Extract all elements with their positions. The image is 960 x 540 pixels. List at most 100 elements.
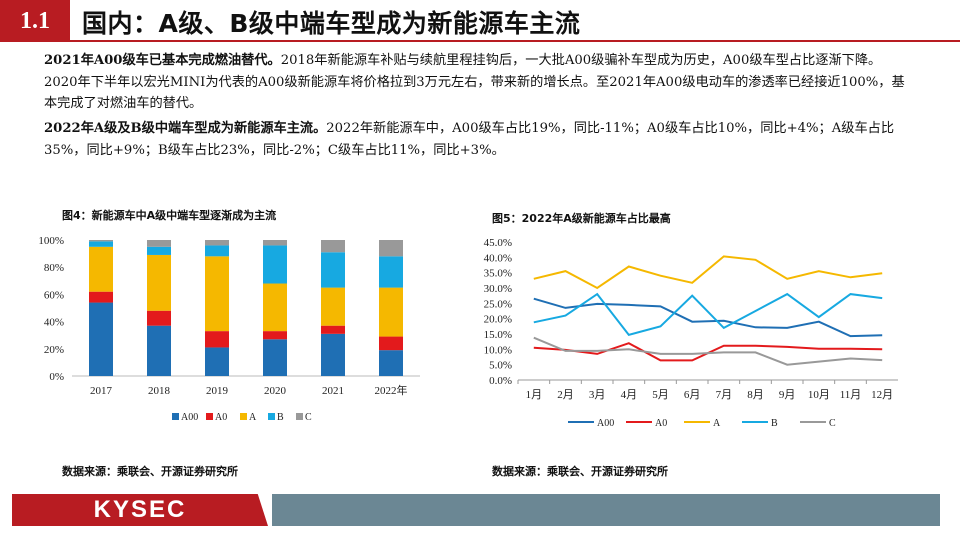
bar-a0-2021 [321, 325, 345, 334]
x-tick-label: 5月 [652, 389, 669, 401]
legend-label-a00: A00 [181, 412, 198, 423]
paragraph-a00-body: 2018年新能源车补贴与续航里程挂钩后，一大批A00级骗补车型成为历史，A00级… [44, 53, 905, 111]
bar-a00-2022年 [379, 350, 403, 376]
figure5-source: 数据来源：乘联会、开源证券研究所 [492, 465, 668, 478]
x-tick-label: 4月 [621, 389, 638, 401]
bar-b-2020 [263, 245, 287, 284]
bar-a0-2022年 [379, 336, 403, 351]
y-tick-label: 5.0% [489, 360, 512, 372]
bar-c-2017 [89, 240, 113, 242]
x-tick-label: 11月 [840, 389, 862, 401]
bar-b-2022年 [379, 256, 403, 288]
series-line-b [533, 292, 883, 337]
kysec-logo: KYSEC [12, 494, 268, 526]
y-tick-label: 20.0% [484, 314, 512, 326]
x-tick-label: 9月 [779, 389, 796, 401]
bar-a-2018 [147, 254, 171, 311]
legend-swatch-c [296, 413, 303, 420]
legend-label-c: C [829, 418, 836, 429]
page-title: 国内：A级、B级中端车型成为新能源车主流 [82, 9, 581, 38]
y-tick-label: 0% [49, 371, 64, 383]
x-tick-label: 2月 [557, 389, 574, 401]
legend-swatch-a [240, 413, 247, 420]
bar-b-2019 [205, 245, 229, 257]
legend-label-a: A [713, 418, 721, 429]
y-tick-label: 35.0% [484, 268, 512, 280]
paragraph-2022: 2022年A级及B级中端车型成为新能源车主流。2022年新能源车中，A00级车占… [44, 118, 914, 161]
bar-a00-2017 [89, 302, 113, 376]
paragraph-2022-lead: 2022年A级及B级中端车型成为新能源车主流。 [44, 121, 327, 136]
y-tick-label: 100% [38, 235, 64, 247]
x-tick-label: 12月 [871, 389, 893, 401]
bar-c-2018 [147, 240, 171, 247]
legend-label-b: B [277, 412, 284, 423]
header-divider [0, 40, 960, 42]
bar-a-2022年 [379, 287, 403, 337]
footer-bar [272, 494, 940, 526]
legend-swatch-a00 [172, 413, 179, 420]
bar-a0-2020 [263, 331, 287, 340]
bar-b-2021 [321, 252, 345, 288]
figure5-title: 图5：2022年A级新能源车占比最高 [492, 212, 671, 225]
bar-a0-2018 [147, 310, 171, 326]
x-tick-label: 2020 [264, 385, 287, 397]
legend-swatch-a0 [206, 413, 213, 420]
figure4-title: 图4：新能源车中A级中端车型逐渐成为主流 [62, 209, 277, 222]
y-tick-label: 0.0% [489, 375, 512, 387]
series-line-a00 [533, 297, 883, 338]
x-tick-label: 1月 [526, 389, 543, 401]
x-tick-label: 2021 [322, 385, 344, 397]
bar-a-2021 [321, 287, 345, 326]
y-tick-label: 60% [44, 289, 64, 301]
section-number-badge: 1.1 [0, 0, 70, 42]
legend-label-b: B [771, 418, 778, 429]
stacked-bar-chart: 0% 20% 40% 60% 80% 100% 2017 2018 2019 2020 2021 20… [38, 235, 420, 423]
bar-a00-2018 [147, 325, 171, 376]
legend-label-c: C [305, 412, 312, 423]
legend-label-a: A [249, 412, 257, 423]
x-tick-label: 3月 [589, 389, 606, 401]
x-tick-label: 8月 [747, 389, 764, 401]
bar-b-2018 [147, 246, 171, 255]
y-tick-label: 80% [44, 262, 64, 274]
bar-a0-2017 [89, 291, 113, 303]
bar-b-2017 [89, 241, 113, 247]
legend-label-a0: A0 [215, 412, 227, 423]
x-tick-label: 7月 [716, 389, 733, 401]
x-tick-label: 6月 [684, 389, 701, 401]
legend-label-a00: A00 [597, 418, 614, 429]
bar-a-2019 [205, 256, 229, 332]
line-chart: 0.0% 5.0% 10.0% 15.0% 20.0% 25.0% 30.0% 35.0% 40… [484, 237, 898, 429]
y-tick-label: 10.0% [484, 344, 512, 356]
legend-swatch-b [268, 413, 275, 420]
y-tick-label: 15.0% [484, 329, 512, 341]
bar-a00-2020 [263, 339, 287, 376]
bar-a00-2021 [321, 333, 345, 376]
paragraph-2022-body: 2022年新能源车中，A00级车占比19%，同比-11%；A0级车占比10%，同… [44, 121, 895, 158]
x-tick-label: 10月 [808, 389, 830, 401]
y-tick-label: 45.0% [484, 237, 512, 249]
x-tick-label: 2017 [90, 385, 113, 397]
bar-c-2020 [263, 240, 287, 246]
paragraph-a00-lead: 2021年A00级车已基本完成燃油替代。 [44, 53, 281, 68]
bar-a-2020 [263, 283, 287, 332]
x-tick-label: 2018 [148, 385, 171, 397]
y-tick-label: 25.0% [484, 298, 512, 310]
y-tick-label: 40.0% [484, 252, 512, 264]
paragraph-a00: 2021年A00级车已基本完成燃油替代。2018年新能源车补贴与续航里程挂钩后，… [44, 50, 914, 115]
series-line-a [533, 255, 883, 290]
bar-c-2022年 [379, 240, 403, 257]
bar-a00-2019 [205, 347, 229, 376]
y-tick-label: 40% [44, 317, 64, 329]
x-tick-label: 2019 [206, 385, 229, 397]
bar-c-2021 [321, 240, 345, 253]
bar-a0-2019 [205, 331, 229, 348]
y-tick-label: 20% [44, 344, 64, 356]
bar-a-2017 [89, 246, 113, 292]
bar-c-2019 [205, 240, 229, 246]
legend-label-a0: A0 [655, 418, 667, 429]
series-line-c [533, 336, 883, 366]
x-tick-label: 2022年 [375, 383, 408, 397]
y-tick-label: 30.0% [484, 283, 512, 295]
figure4-source: 数据来源：乘联会、开源证券研究所 [62, 465, 238, 478]
